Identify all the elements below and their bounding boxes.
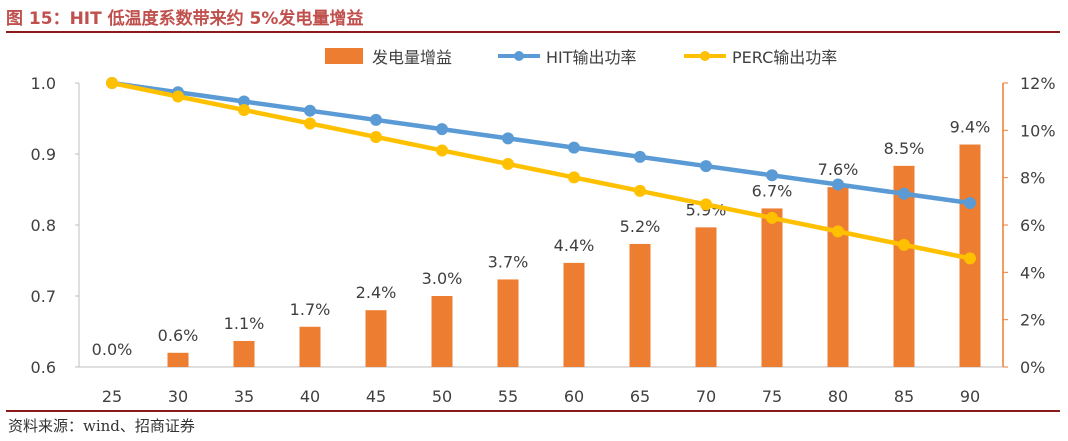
- top-divider: [6, 31, 1060, 33]
- bar-data-label: 6.7%: [752, 181, 793, 200]
- bar-gain: [431, 296, 453, 367]
- figure-title: 图 15：HIT 低温度系数带来约 5%发电量增益: [6, 9, 364, 29]
- left-axis-tick-label: 0.9: [31, 145, 56, 164]
- right-axis-tick-label: 6%: [1020, 216, 1045, 235]
- x-axis-tick-label: 45: [366, 387, 386, 406]
- legend-marker-perc: [700, 51, 710, 61]
- bar-data-label: 1.1%: [224, 314, 265, 333]
- legend: 发电量增益 HIT输出功率 PERC输出功率: [325, 48, 837, 67]
- bar-gain: [497, 279, 519, 367]
- left-axis-tick-label: 0.8: [31, 216, 56, 235]
- right-axis-tick-label: 10%: [1020, 121, 1056, 140]
- right-axis-tick-label: 12%: [1020, 74, 1056, 93]
- x-axis-tick-label: 50: [432, 387, 452, 406]
- point-perc: [700, 198, 712, 211]
- bar-gain: [299, 326, 321, 367]
- source-note: 资料来源：wind、招商证券: [8, 417, 195, 435]
- point-perc: [502, 157, 514, 170]
- bar-gain: [827, 187, 849, 367]
- bar-data-label: 9.4%: [950, 118, 991, 137]
- point-perc: [964, 252, 976, 265]
- bar-data-label: 8.5%: [884, 139, 925, 158]
- bar-data-label: 5.2%: [620, 217, 661, 236]
- left-axis-tick-label: 1.0: [31, 74, 56, 93]
- bar-data-label: 3.7%: [488, 252, 529, 271]
- point-hit: [964, 196, 976, 209]
- point-hit: [766, 169, 778, 182]
- x-axis-tick-label: 30: [168, 387, 188, 406]
- legend-label-hit: HIT输出功率: [546, 48, 637, 67]
- bar-data-label: 4.4%: [554, 236, 595, 255]
- bar-gain: [365, 310, 387, 367]
- bar-data-label: 0.6%: [158, 326, 199, 345]
- bar-gain: [695, 227, 717, 367]
- x-axis-tick-label: 85: [894, 387, 914, 406]
- point-hit: [238, 95, 250, 108]
- point-perc: [766, 211, 778, 224]
- point-hit: [832, 178, 844, 191]
- legend-label-bar: 发电量增益: [372, 48, 452, 67]
- point-perc: [832, 225, 844, 238]
- point-hit: [370, 113, 382, 126]
- point-hit: [700, 160, 712, 173]
- point-perc: [172, 90, 184, 103]
- point-perc: [436, 144, 448, 157]
- x-axis-tick-label: 60: [564, 387, 584, 406]
- point-hit: [304, 104, 316, 117]
- x-axis-tick-label: 65: [630, 387, 650, 406]
- point-hit: [898, 187, 910, 200]
- bar-gain: [893, 165, 915, 367]
- point-perc: [238, 103, 250, 116]
- point-perc: [106, 77, 118, 89]
- point-perc: [634, 184, 646, 197]
- left-axis-tick-label: 0.7: [31, 287, 56, 306]
- legend-marker-hit: [514, 51, 524, 61]
- right-axis-tick-label: 2%: [1020, 311, 1045, 330]
- plot-area: 1.0 0.9 0.8 0.7 0.6 12% 10% 8% 6% 4% 2% 0% 25 30 35 40 4…: [31, 74, 1056, 406]
- right-axis-tick-label: 0%: [1020, 358, 1045, 377]
- point-perc: [370, 130, 382, 143]
- point-hit: [436, 123, 448, 136]
- bar-gain: [629, 243, 651, 367]
- bar-gain: [233, 340, 255, 367]
- legend-label-perc: PERC输出功率: [732, 48, 837, 67]
- x-axis-tick-label: 55: [498, 387, 518, 406]
- x-axis-tick-label: 40: [300, 387, 320, 406]
- bar-gain: [761, 208, 783, 367]
- bar-data-label: 3.0%: [422, 269, 463, 288]
- bar-data-label: 2.4%: [356, 283, 397, 302]
- x-axis-tick-label: 25: [102, 387, 122, 406]
- x-axis-tick-label: 35: [234, 387, 254, 406]
- x-axis-tick-label: 90: [960, 387, 980, 406]
- bar-gain: [167, 352, 189, 367]
- right-axis-tick-label: 4%: [1020, 263, 1045, 282]
- x-axis-tick-label: 75: [762, 387, 782, 406]
- bar-data-label: 1.7%: [290, 300, 331, 319]
- line-perc: [111, 80, 971, 261]
- x-axis-tick-label: 80: [828, 387, 848, 406]
- point-perc: [568, 171, 580, 184]
- point-hit: [634, 150, 646, 163]
- left-axis-tick-label: 0.6: [31, 358, 56, 377]
- legend-swatch-bar: [325, 48, 363, 64]
- bar-data-label: 0.0%: [92, 340, 133, 359]
- bottom-divider: [6, 410, 1060, 412]
- right-axis-tick-label: 8%: [1020, 169, 1045, 188]
- point-perc: [304, 117, 316, 130]
- line-hit: [111, 80, 971, 206]
- bar-data-label: 7.6%: [818, 160, 859, 179]
- point-hit: [502, 132, 514, 145]
- x-axis-tick-label: 70: [696, 387, 716, 406]
- bar-gain: [563, 262, 585, 367]
- point-perc: [898, 238, 910, 251]
- point-hit: [568, 141, 580, 154]
